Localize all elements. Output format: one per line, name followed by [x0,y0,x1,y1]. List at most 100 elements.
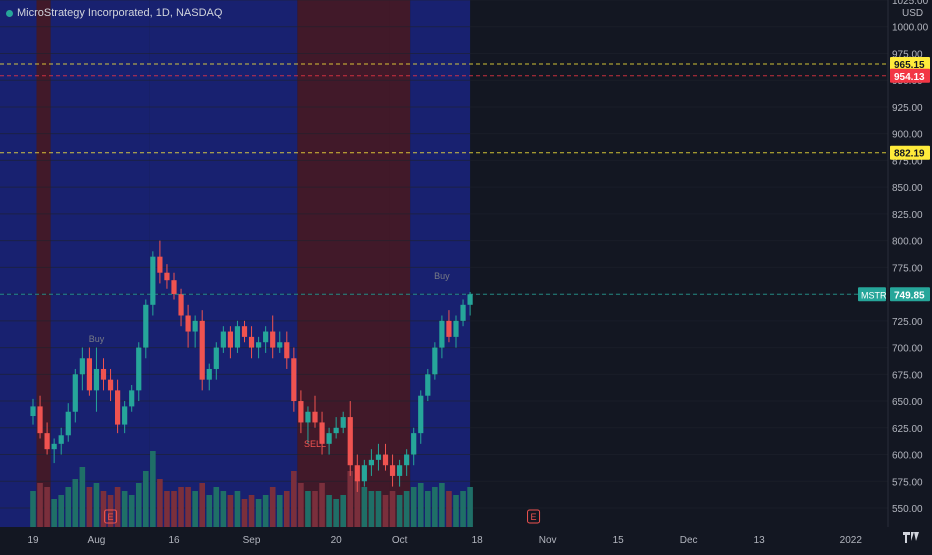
tradingview-logo-icon[interactable] [902,530,920,544]
volume-bar [284,491,290,527]
candle-body[interactable] [368,459,374,466]
price-label-box [890,287,930,302]
chart-title-text: MicroStrategy Incorporated, 1D, NASDAQ [17,7,223,19]
candle-body[interactable] [256,342,262,348]
candle-body[interactable] [277,342,283,348]
volume-bar [37,483,43,527]
candle-body[interactable] [44,433,50,450]
candle-body[interactable] [389,465,396,476]
candle-body[interactable] [206,368,212,380]
candle-body[interactable] [220,331,226,348]
candle-body[interactable] [241,326,248,337]
candle-body[interactable] [115,390,121,425]
candle-body[interactable] [340,417,346,428]
candle-body[interactable] [453,320,459,337]
candle-body[interactable] [397,465,403,476]
candle-body[interactable] [248,336,255,348]
y-tick-label: 625.00 [892,424,923,435]
volume-bar [326,495,332,527]
candle-body[interactable] [319,422,325,444]
candle-body[interactable] [361,465,367,482]
price-label: 882.19 [894,149,925,160]
candle-body[interactable] [291,358,297,402]
candle-body[interactable] [178,294,184,316]
candle-body[interactable] [425,374,431,396]
candle-body[interactable] [192,320,198,332]
volume-bar [425,491,431,527]
candle-body[interactable] [439,320,445,348]
volume-bar [340,495,346,527]
candle-body[interactable] [312,411,318,423]
candle-body[interactable] [51,443,57,450]
candle-body[interactable] [326,433,332,444]
candle-body[interactable] [298,401,304,423]
candle-body[interactable] [284,342,290,359]
x-tick-label: 2022 [840,535,863,546]
candle-body[interactable] [375,454,382,460]
candle-body[interactable] [270,331,276,348]
candle-body[interactable] [234,326,241,348]
candle-body[interactable] [86,358,92,391]
candle-body[interactable] [418,395,424,434]
y-tick-label: 975.00 [892,49,923,60]
candle-body[interactable] [171,280,177,295]
candle-body[interactable] [150,256,156,305]
earnings-marker-box[interactable] [104,509,118,524]
volume-bar [354,479,361,527]
candle-body[interactable] [136,347,142,391]
candle-body[interactable] [227,331,233,348]
x-tick-label: Nov [539,535,557,546]
candle-body[interactable] [199,320,205,380]
candle-body[interactable] [263,331,269,343]
candle-body[interactable] [432,347,438,375]
candle-body[interactable] [333,427,339,434]
candle-body[interactable] [347,417,353,466]
y-tick-label: 700.00 [892,344,923,355]
candle-body[interactable] [404,454,410,466]
volume-bar [44,487,50,527]
volume-bar [291,471,297,527]
y-tick-label: 850.00 [892,183,923,194]
candle-body[interactable] [129,390,135,407]
candle-body[interactable] [157,256,163,273]
candle-body[interactable] [107,379,114,391]
candle-body[interactable] [37,406,43,434]
earnings-marker[interactable]: E [531,512,537,522]
candle-body[interactable] [213,347,219,369]
candle-body[interactable] [58,435,64,444]
candle-body[interactable] [305,411,311,423]
candle-body[interactable] [460,304,466,321]
candle-body[interactable] [100,368,107,380]
earnings-marker[interactable]: E [108,512,114,522]
candle-body[interactable] [164,272,170,281]
candle-body[interactable] [185,315,191,332]
candle-body[interactable] [93,368,100,391]
volume-bar [213,487,220,527]
volume-bar [403,491,410,527]
x-tick-label: 16 [168,535,180,546]
candle-body[interactable] [446,320,452,337]
candle-body[interactable] [65,411,71,436]
candle-body[interactable] [122,406,128,425]
volume-bar [121,491,128,527]
candle-body[interactable] [30,406,36,417]
candle-body[interactable] [72,374,78,412]
volume-bar [396,495,403,527]
volume-bar [128,495,135,527]
candle-body[interactable] [411,433,417,455]
signal-label: SELL [304,439,326,449]
volume-bar [460,491,466,527]
candle-body[interactable] [467,294,473,305]
volume-bar [51,499,57,527]
candle-body[interactable] [354,465,360,482]
candle-body[interactable] [79,358,85,375]
volume-bar [276,495,283,527]
volume-bar [333,499,339,527]
y-tick-label: 575.00 [892,477,923,488]
candle-body[interactable] [382,454,389,466]
earnings-marker-box[interactable] [527,509,541,524]
volume-bar [382,495,389,527]
candle-body[interactable] [143,304,149,348]
